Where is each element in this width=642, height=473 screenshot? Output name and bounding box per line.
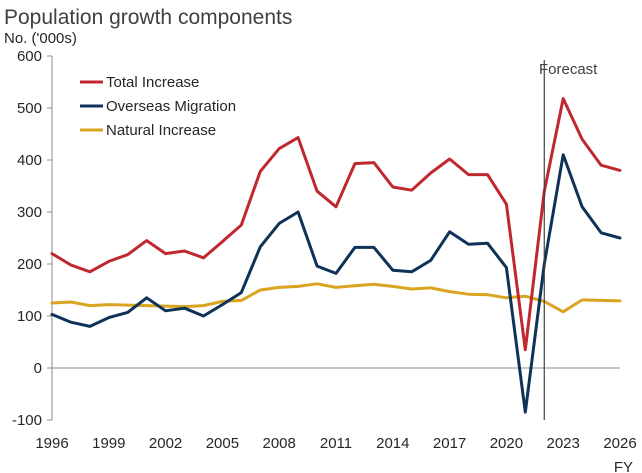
y-axis-label: No. ('000s) bbox=[4, 30, 77, 47]
y-tick-label: 400 bbox=[17, 152, 42, 169]
x-tick-label: 2017 bbox=[433, 435, 466, 452]
x-axis-label: FY bbox=[614, 459, 633, 473]
y-tick-label: 300 bbox=[17, 204, 42, 221]
x-tick-label: 2011 bbox=[320, 435, 352, 452]
x-tick-label: 1996 bbox=[35, 435, 68, 452]
legend-label: Overseas Migration bbox=[106, 98, 236, 115]
y-tick-label: 0 bbox=[34, 360, 42, 377]
y-tick-label: 600 bbox=[17, 48, 42, 65]
axes bbox=[51, 56, 620, 420]
x-tick-label: 1999 bbox=[92, 435, 125, 452]
y-tick-label: 500 bbox=[17, 100, 42, 117]
y-tick-labels: -100 0 100 200 300 400 500 600 bbox=[12, 48, 52, 429]
x-tick-label: 2014 bbox=[376, 435, 409, 452]
chart-title: Population growth components bbox=[4, 6, 292, 29]
x-tick-label: 2023 bbox=[547, 435, 580, 452]
x-tick-label: 2005 bbox=[206, 435, 239, 452]
x-tick-labels: 1996 1999 2002 2005 2008 2011 2014 2017 2020 2023… bbox=[35, 435, 636, 452]
legend-label: Total Increase bbox=[106, 74, 199, 91]
series-total-increase bbox=[50, 97, 622, 352]
x-tick-label: 2020 bbox=[490, 435, 523, 452]
x-tick-label: 2026 bbox=[603, 435, 636, 452]
y-tick-label: 200 bbox=[17, 256, 42, 273]
legend: Total Increase Overseas Migration Natural … bbox=[80, 74, 236, 139]
series-lines bbox=[50, 97, 622, 414]
forecast-label: Forecast bbox=[539, 61, 598, 78]
x-tick-label: 2008 bbox=[263, 435, 296, 452]
legend-label: Natural Increase bbox=[106, 122, 216, 139]
series-overseas-migration bbox=[50, 153, 622, 414]
x-tick-label: 2002 bbox=[149, 435, 182, 452]
y-tick-label: 100 bbox=[17, 308, 42, 325]
series-natural-increase bbox=[50, 282, 622, 314]
y-tick-label: -100 bbox=[12, 412, 42, 429]
